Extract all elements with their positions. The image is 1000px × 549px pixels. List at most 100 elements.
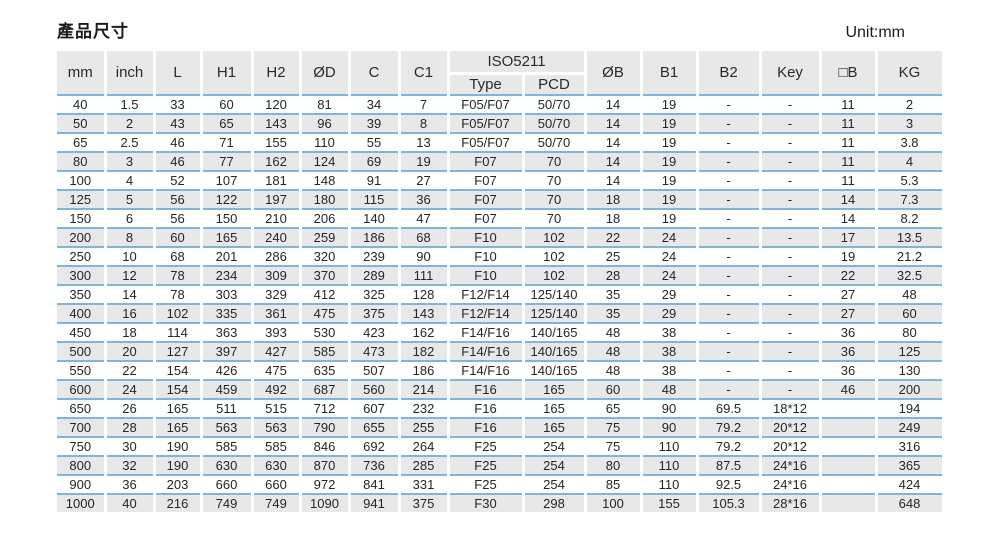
- table-cell: 1090: [300, 494, 351, 512]
- table-cell: 125/140: [523, 304, 587, 324]
- table-cell: [820, 437, 878, 457]
- table-cell: -: [760, 323, 822, 343]
- table-cell: 303: [201, 285, 254, 305]
- table-cell: 50/70: [523, 133, 587, 153]
- table-cell: 36: [105, 475, 156, 495]
- table-cell: 140/165: [523, 342, 587, 362]
- table-cell: 22: [585, 228, 643, 248]
- table-cell: 6: [105, 209, 156, 229]
- table-cell: 7: [399, 95, 450, 115]
- table-cell: F10: [448, 247, 525, 267]
- table-cell: 16: [105, 304, 156, 324]
- table-cell: 264: [399, 437, 450, 457]
- table-cell: 3.8: [876, 133, 945, 153]
- table-cell: [820, 399, 878, 419]
- table-cell: 630: [252, 456, 302, 476]
- table-cell: 87.5: [697, 456, 762, 476]
- table-cell: F30: [448, 494, 525, 512]
- table-cell: 46: [154, 133, 203, 153]
- table-cell: [820, 418, 878, 438]
- table-cell: 162: [252, 152, 302, 172]
- table-cell: F12/F14: [448, 304, 525, 324]
- table-cell: 14: [585, 171, 643, 191]
- column-header-inch: inch: [105, 51, 156, 96]
- table-cell: 841: [349, 475, 401, 495]
- table-cell: 607: [349, 399, 401, 419]
- table-cell: 361: [252, 304, 302, 324]
- table-cell: 14: [585, 133, 643, 153]
- table-cell: 13: [399, 133, 450, 153]
- table-cell: 28: [105, 418, 156, 438]
- table-cell: 423: [349, 323, 401, 343]
- table-cell: 125: [876, 342, 945, 362]
- table-row: 400 16 102 335 361 475 375 143 F12/F14 125/140 35 2…: [57, 304, 945, 324]
- table-cell: 30: [105, 437, 156, 457]
- table-cell: F07: [448, 190, 525, 210]
- table-cell: 28: [585, 266, 643, 286]
- table-cell: 393: [252, 323, 302, 343]
- table-cell: 14: [105, 285, 156, 305]
- table-cell: 78: [154, 285, 203, 305]
- table-cell: 255: [399, 418, 450, 438]
- table-cell: 22: [105, 361, 156, 381]
- table-cell: 660: [201, 475, 254, 495]
- table-cell: -: [760, 133, 822, 153]
- table-cell: 234: [201, 266, 254, 286]
- table-cell: -: [697, 323, 762, 343]
- table-cell: 52: [154, 171, 203, 191]
- table-cell: 47: [399, 209, 450, 229]
- table-row: 250 10 68 201 286 320 239 90 F10 102 25 24- -19 21.2: [57, 247, 945, 267]
- table-cell: 712: [300, 399, 351, 419]
- table-cell: 46: [820, 380, 878, 400]
- title-bar: 產品尺寸 Unit:mm: [57, 17, 943, 42]
- table-cell: 143: [252, 114, 302, 134]
- column-header-b1: B1: [641, 51, 699, 96]
- table-cell: 8: [399, 114, 450, 134]
- table-cell: 320: [300, 247, 351, 267]
- table-cell: F07: [448, 209, 525, 229]
- table-cell: 186: [399, 361, 450, 381]
- table-cell: 201: [201, 247, 254, 267]
- table-cell: 515: [252, 399, 302, 419]
- table-cell: 14: [820, 190, 878, 210]
- column-header-h2: H2: [252, 51, 302, 96]
- table-cell: 65: [57, 133, 107, 153]
- table-cell: 210: [252, 209, 302, 229]
- table-row: 650 26 165 511 515 712 607 232 F16 165 65 90 69.5 18*…: [57, 399, 945, 419]
- table-cell: 26: [105, 399, 156, 419]
- table-cell: 190: [154, 437, 203, 457]
- table-cell: 24: [641, 228, 699, 248]
- table-cell: 11: [820, 95, 878, 115]
- table-cell: 473: [349, 342, 401, 362]
- table-cell: -: [697, 152, 762, 172]
- table-cell: 90: [641, 399, 699, 419]
- table-row: 800 32 190 630 630 870 736 285 F25 254 80 110 87.5 24…: [57, 456, 945, 476]
- table-cell: 19: [641, 171, 699, 191]
- table-cell: 77: [201, 152, 254, 172]
- table-row: 40 1.5 33 60 120 81 34 7 F05/F07 50/70 14 19- -11 2: [57, 95, 945, 115]
- column-header-pcd: PCD: [523, 73, 587, 96]
- table-cell: 36: [399, 190, 450, 210]
- table-cell: -: [760, 247, 822, 267]
- table-cell: 790: [300, 418, 351, 438]
- table-cell: 240: [252, 228, 302, 248]
- table-row: 700 28 165 563 563 790 655 255 F16 165 75 90 79.2 20*…: [57, 418, 945, 438]
- table-cell: 130: [876, 361, 945, 381]
- table-cell: 32: [105, 456, 156, 476]
- table-cell: 424: [876, 475, 945, 495]
- table-cell: 69: [349, 152, 401, 172]
- table-cell: 335: [201, 304, 254, 324]
- table-cell: 96: [300, 114, 351, 134]
- table-cell: 412: [300, 285, 351, 305]
- table-cell: 19: [641, 133, 699, 153]
- table-cell: 24*16: [760, 456, 822, 476]
- table-cell: 35: [585, 304, 643, 324]
- table-cell: 17: [820, 228, 878, 248]
- table-cell: 254: [523, 475, 587, 495]
- table-cell: 28*16: [760, 494, 822, 512]
- table-cell: 309: [252, 266, 302, 286]
- table-cell: 3: [105, 152, 156, 172]
- table-cell: F12/F14: [448, 285, 525, 305]
- table-cell: 140/165: [523, 361, 587, 381]
- table-cell: 1.5: [105, 95, 156, 115]
